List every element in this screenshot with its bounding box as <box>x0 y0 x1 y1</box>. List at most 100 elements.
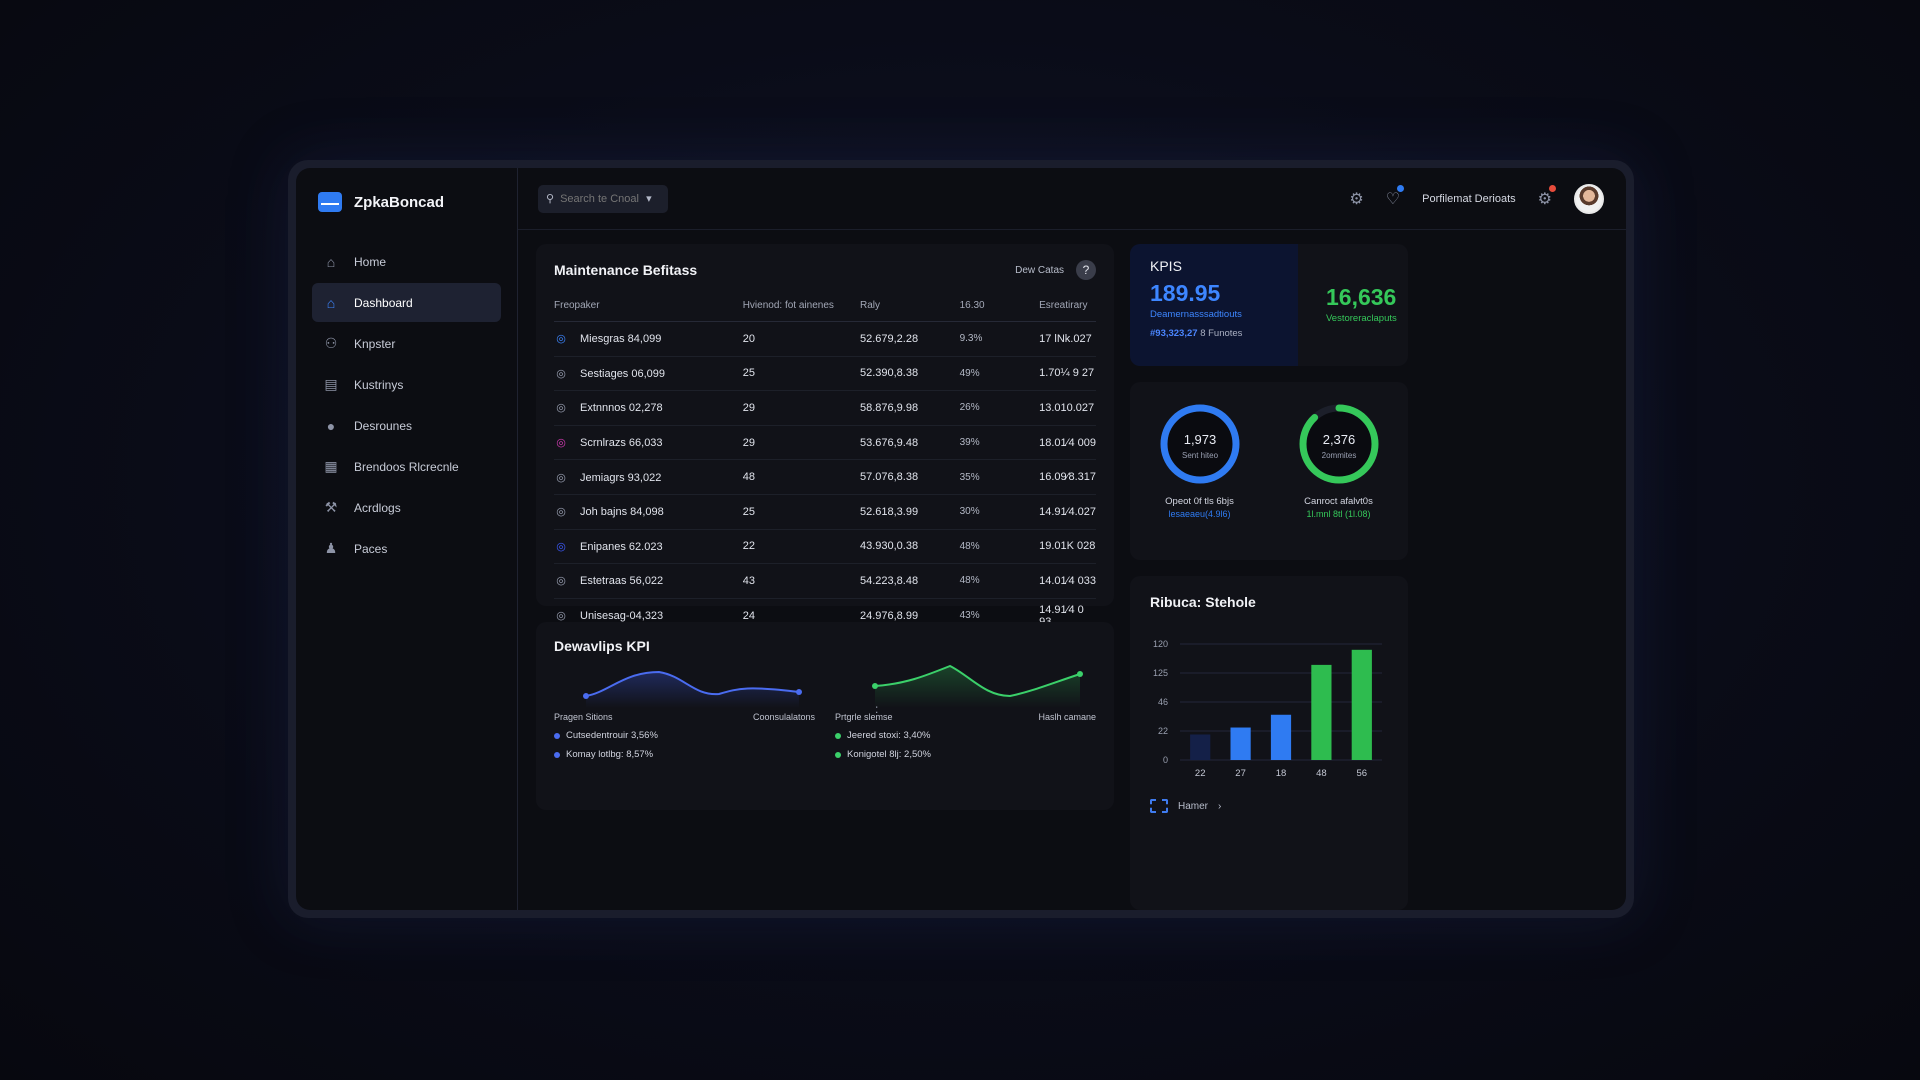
device-frame: ZpkaBoncad ⌂ Home ⌂ Dashboard ⚇ Knpster ▤ Kustr… <box>288 160 1634 918</box>
cell-text: 43 <box>742 574 755 587</box>
sidebar-item-acrdlogs[interactable]: ⚒ Acrdlogs <box>312 488 501 527</box>
cell-value: 54.223,8.48 <box>859 563 960 599</box>
chevron-right-icon[interactable]: › <box>1218 800 1222 812</box>
bar-footer-label[interactable]: Hamer <box>1178 800 1209 812</box>
cell-value: 52.679,2.28 <box>859 321 960 357</box>
cell-text: 20 <box>742 332 755 345</box>
cell-total: 14.01⁄4 033 <box>1039 563 1096 599</box>
search-box[interactable]: ⚲ ▾ <box>538 184 668 213</box>
cell-text: 57.076,8.38 <box>859 471 919 484</box>
chevron-down-icon[interactable]: ▾ <box>646 193 652 205</box>
column-header[interactable]: Esreatirary <box>1039 300 1096 322</box>
ring-stat: 2,376 2ommites Canroct afalvt0s 1l.mnl 8tl … <box>1297 402 1381 560</box>
table-row[interactable]: ◎ Enipanes 62.023 22 43.930,0.38 48% 19.01K 0… <box>554 529 1096 565</box>
y-tick-label: 22 <box>1158 726 1168 736</box>
sidebar-item-label: Dashboard <box>354 295 413 310</box>
sidebar-item-knpster[interactable]: ⚇ Knpster <box>312 324 501 363</box>
sidebar-item-label: Acrdlogs <box>354 500 401 515</box>
cell-text: 16.09⁄8.317 <box>1039 471 1096 484</box>
table-row[interactable]: ◎ Scrnlrazs 66,033 29 53.676,9.48 39% 18.01⁄4… <box>554 425 1096 461</box>
sidebar-item-dashboard[interactable]: ⌂ Dashboard <box>312 283 501 322</box>
column-header[interactable]: Hvienod: fot ainenes <box>742 300 860 322</box>
table-row[interactable]: ◎ Extnnnos 02,278 29 58.876,9.98 26% 13.010.0… <box>554 390 1096 426</box>
cell-text: 52.618,3.99 <box>859 505 919 518</box>
ring-caption: Opeot 0f tls 6bjs <box>1165 496 1234 507</box>
table-row[interactable]: ◎ Jemiagrs 93,022 48 57.076,8.38 35% 16.09⁄8.… <box>554 459 1096 495</box>
brand[interactable]: ZpkaBoncad <box>312 192 501 212</box>
cell-pct: 48% <box>959 563 1040 599</box>
ring-stat: 1,973 Sent hiteo Opeot 0f tls 6bjs lesaeaeu… <box>1158 402 1242 560</box>
app-window: ZpkaBoncad ⌂ Home ⌂ Dashboard ⚇ Knpster ▤ Kustr… <box>296 168 1626 910</box>
row-status-icon: ◎ <box>556 437 566 450</box>
cell-text: 58.876,9.98 <box>859 401 919 414</box>
cell-text: 53.676,9.48 <box>859 436 919 449</box>
expand-icon[interactable] <box>1150 799 1168 813</box>
row-status-icon: ◎ <box>556 333 566 346</box>
cell-text: Estetraas 56,022 <box>580 575 664 588</box>
user-name[interactable]: Porfilemat Derioats <box>1422 192 1516 205</box>
cell-num: 29 <box>742 390 860 426</box>
bar-chart-title: Ribuca: Stehole <box>1150 594 1256 610</box>
cell-value: 52.390,8.38 <box>859 356 960 392</box>
help-icon[interactable]: ? <box>1076 260 1096 280</box>
home-icon: ⌂ <box>326 294 336 311</box>
y-tick-label: 120 <box>1153 639 1168 649</box>
avatar[interactable] <box>1574 183 1604 214</box>
column-header[interactable]: Raly <box>859 300 960 322</box>
sidebar-item-label: Knpster <box>354 336 396 351</box>
sidebar-item-kustrinys[interactable]: ▤ Kustrinys <box>312 365 501 404</box>
dev-chart-left: Pragen Sitions Coonsulalatons Cutsedentr… <box>554 662 815 760</box>
cell-num: 43 <box>742 563 860 599</box>
cell-text: 48 <box>742 471 755 484</box>
bar <box>1230 727 1251 760</box>
sidebar-item-desrounes[interactable]: ● Desrounes <box>312 406 501 445</box>
cell-name: ◎ Joh bajns 84,098 <box>554 494 743 530</box>
cell-text: 26% <box>959 402 980 414</box>
dev-kpi-title: Dewavlips KPI <box>554 638 650 654</box>
cell-name: ◎ Enipanes 62.023 <box>554 529 743 565</box>
cell-pct: 9.3% <box>959 321 1040 357</box>
sidebar: ZpkaBoncad ⌂ Home ⌂ Dashboard ⚇ Knpster ▤ Kustr… <box>296 168 518 910</box>
cell-text: 24.976,8.99 <box>859 609 919 622</box>
table-row[interactable]: ◎ Sestiages 06,099 25 52.390,8.38 49% 1.70¼ 9… <box>554 356 1096 392</box>
cell-name: ◎ Jemiagrs 93,022 <box>554 459 743 495</box>
table-row[interactable]: ◎ Miesgras 84,099 20 52.679,2.28 9.3% 17 lNk.… <box>554 321 1096 357</box>
cell-pct: 48% <box>959 529 1040 565</box>
sidebar-item-home[interactable]: ⌂ Home <box>312 242 501 281</box>
ring-value: 2,376 <box>1322 432 1355 447</box>
document-icon: ▤ <box>324 376 338 392</box>
column-header[interactable]: 16.30 <box>959 300 1040 322</box>
bell-icon[interactable]: ♡ <box>1386 184 1405 209</box>
progress-ring: 1,973 Sent hiteo <box>1160 404 1239 484</box>
cell-text: 18.01⁄4 009 <box>1039 436 1096 449</box>
settings-icon[interactable]: ⚙ <box>1349 190 1364 208</box>
separator-dots: : <box>875 702 879 716</box>
row-status-icon: ◎ <box>556 367 566 380</box>
topbar: ⚲ ▾ ⚙ ♡ Porfilemat Derioats ⚙ <box>518 168 1626 230</box>
row-status-icon: ◎ <box>556 610 566 623</box>
cell-text: Sestiages 06,099 <box>580 367 666 380</box>
sidebar-item-paces[interactable]: ♟ Paces <box>312 529 501 568</box>
cell-text: 22 <box>742 540 755 553</box>
tools-icon: ⚒ <box>324 499 338 515</box>
column-header[interactable]: Freopaker <box>554 300 743 322</box>
table-row[interactable]: ◎ Joh bajns 84,098 25 52.618,3.99 30% 14.91⁄4… <box>554 494 1096 530</box>
bar-chart-footer[interactable]: Hamer › <box>1150 799 1388 813</box>
cell-value: 53.676,9.48 <box>859 425 960 461</box>
row-status-icon: ◎ <box>556 506 566 519</box>
bar <box>1311 664 1332 760</box>
mail-logo-icon <box>318 192 342 212</box>
sidebar-item-brendoos-rlcrecnle[interactable]: ▦ Brendoos Rlcrecnle <box>312 447 501 486</box>
notification-icon[interactable]: ⚙ <box>1538 184 1556 209</box>
search-input[interactable] <box>560 192 641 205</box>
cell-name: ◎ Scrnlrazs 66,033 <box>554 425 743 461</box>
cell-num: 29 <box>742 425 860 461</box>
cell-text: Extnnnos 02,278 <box>580 402 663 415</box>
cell-text: Scrnlrazs 66,033 <box>580 437 663 450</box>
sidebar-nav: ⌂ Home ⌂ Dashboard ⚇ Knpster ▤ Kustrinys ● Desrou… <box>312 242 501 568</box>
dev-left-label-b: Coonsulalatons <box>752 712 815 722</box>
help-group: Dew Catas ? <box>1015 260 1096 280</box>
row-status-icon: ◎ <box>556 575 566 588</box>
help-label[interactable]: Dew Catas <box>1015 264 1064 276</box>
table-row[interactable]: ◎ Estetraas 56,022 43 54.223,8.48 48% 14.01⁄4… <box>554 563 1096 599</box>
